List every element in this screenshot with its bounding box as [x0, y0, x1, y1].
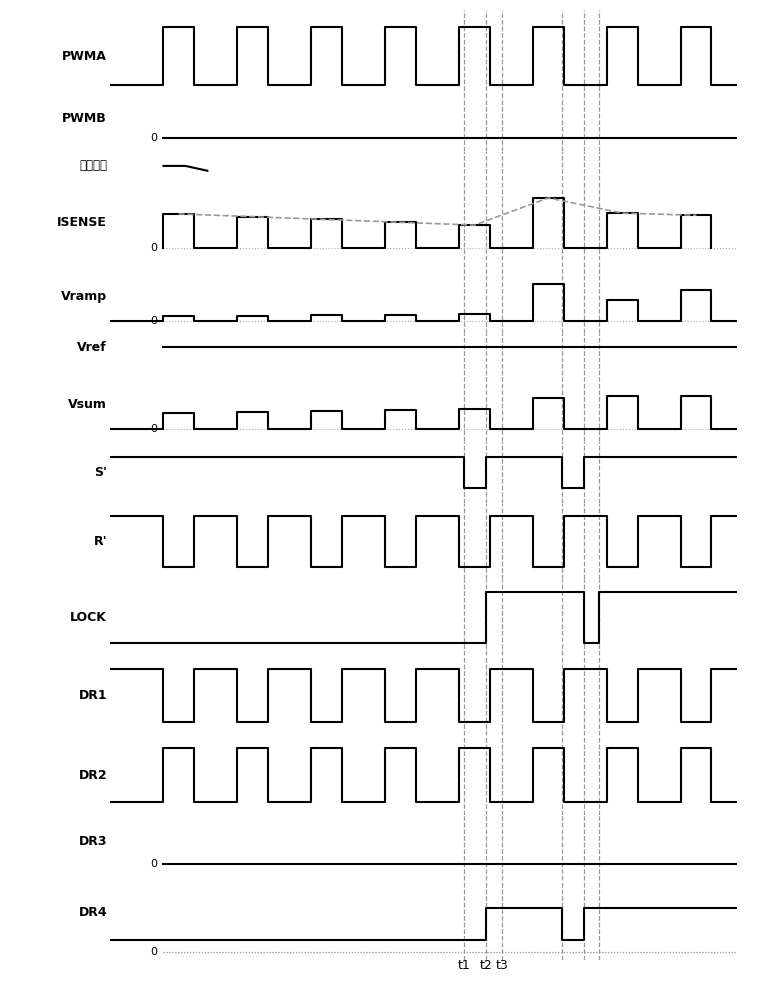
- Text: DR3: DR3: [78, 835, 107, 848]
- Text: 电感电流: 电感电流: [79, 159, 107, 172]
- Text: 0: 0: [150, 243, 157, 253]
- Text: t2: t2: [480, 959, 492, 972]
- Text: Vref: Vref: [78, 341, 107, 354]
- Text: 0: 0: [150, 133, 157, 143]
- Text: t1: t1: [458, 959, 471, 972]
- Text: 0: 0: [150, 859, 157, 869]
- Text: PWMB: PWMB: [62, 112, 107, 125]
- Text: DR1: DR1: [78, 689, 107, 702]
- Text: 0: 0: [150, 316, 157, 326]
- Text: Vsum: Vsum: [68, 398, 107, 411]
- Text: t3: t3: [496, 959, 508, 972]
- Text: 0: 0: [150, 947, 157, 957]
- Text: DR2: DR2: [78, 769, 107, 782]
- Text: LOCK: LOCK: [70, 611, 107, 624]
- Text: PWMA: PWMA: [62, 50, 107, 63]
- Text: Vramp: Vramp: [61, 290, 107, 303]
- Text: S': S': [94, 466, 107, 479]
- Text: ISENSE: ISENSE: [57, 216, 107, 229]
- Text: R': R': [93, 535, 107, 548]
- Text: DR4: DR4: [78, 906, 107, 919]
- Text: 0: 0: [150, 424, 157, 434]
